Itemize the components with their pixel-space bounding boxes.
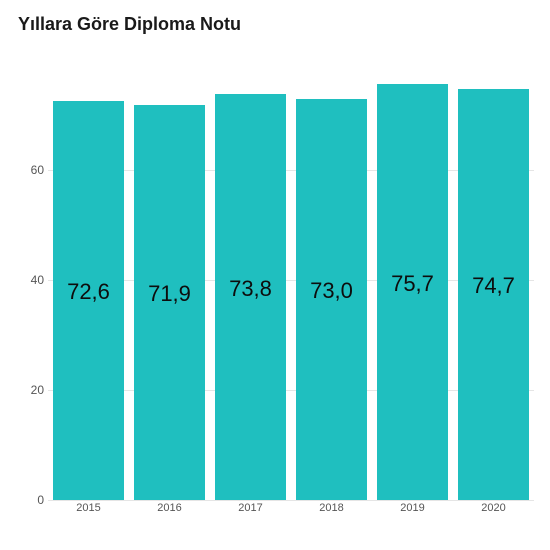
bar-value-label: 72,6 [53, 279, 124, 305]
y-tick-label: 0 [20, 493, 44, 507]
x-tick-label: 2016 [129, 502, 210, 514]
bar-value-label: 73,0 [296, 278, 367, 304]
bar-wrap: 71,9 [129, 60, 210, 500]
bar-wrap: 73,0 [291, 60, 372, 500]
x-tick-label: 2017 [210, 502, 291, 514]
bars-container: 72,6 71,9 73,8 73,0 75,7 74,7 [48, 60, 534, 500]
plot-area: 0204060 72,671,973,873,075,774,7 [48, 60, 534, 500]
bar: 73,0 [296, 99, 367, 501]
bar-wrap: 73,8 [210, 60, 291, 500]
x-tick-label: 2020 [453, 502, 534, 514]
chart-title: Yıllara Göre Diploma Notu [18, 14, 241, 35]
bar: 72,6 [53, 101, 124, 500]
bar: 73,8 [215, 94, 286, 500]
bar-wrap: 72,6 [48, 60, 129, 500]
bar-wrap: 74,7 [453, 60, 534, 500]
bar-value-label: 73,8 [215, 276, 286, 302]
y-tick-label: 20 [20, 383, 44, 397]
gridline [48, 500, 534, 501]
bar-value-label: 74,7 [458, 273, 529, 299]
x-tick-label: 2018 [291, 502, 372, 514]
bar: 74,7 [458, 89, 529, 500]
x-axis-labels: 201520162017201820192020 [48, 502, 534, 514]
x-tick-label: 2015 [48, 502, 129, 514]
y-tick-label: 60 [20, 163, 44, 177]
x-tick-label: 2019 [372, 502, 453, 514]
bar: 75,7 [377, 84, 448, 500]
bar-value-label: 75,7 [377, 271, 448, 297]
y-tick-label: 40 [20, 273, 44, 287]
bar-wrap: 75,7 [372, 60, 453, 500]
bar: 71,9 [134, 105, 205, 500]
bar-value-label: 71,9 [134, 281, 205, 307]
